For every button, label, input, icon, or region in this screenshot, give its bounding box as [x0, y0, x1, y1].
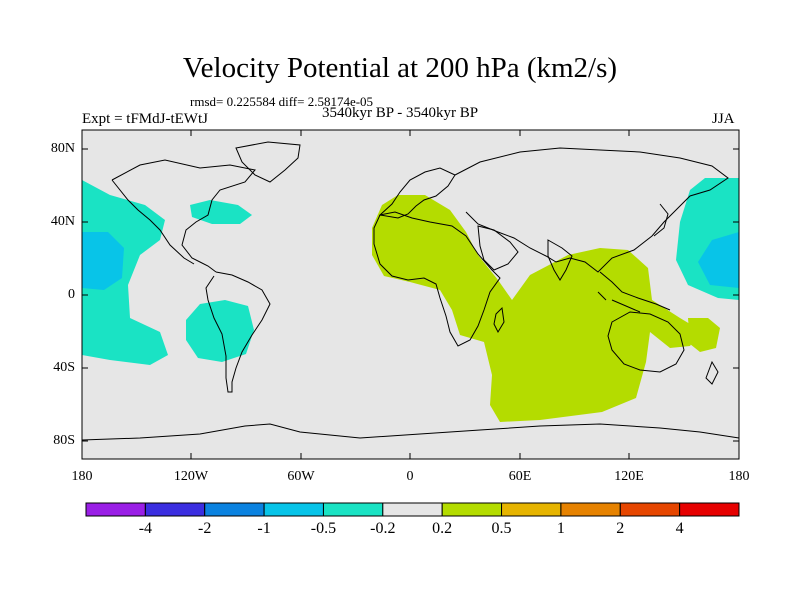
colorbar-label: -2 — [198, 520, 212, 537]
coast-antarctica — [81, 423, 740, 441]
colorbar-box — [679, 502, 740, 517]
colorbar-label: -4 — [138, 520, 153, 537]
lat-label: 40S — [53, 360, 75, 375]
lon-label: 120W — [173, 469, 209, 484]
lat-label: 80S — [53, 433, 75, 448]
coast-arabia — [477, 225, 519, 271]
lon-label: 180 — [728, 469, 750, 484]
coast-japan — [653, 203, 669, 237]
colorbar-label: -0.2 — [370, 520, 396, 537]
lat-label: 80N — [50, 141, 75, 156]
colorbar-label: 1 — [556, 520, 565, 537]
coast-new-zealand — [705, 360, 719, 385]
season-label: JJA — [712, 111, 735, 127]
coast-south-america — [205, 271, 271, 393]
coast-europe — [378, 167, 456, 219]
colorbar-box — [144, 502, 206, 517]
colorbar-label: 2 — [616, 520, 625, 537]
colorbar-label: 0.5 — [491, 520, 512, 537]
lon-label: 120E — [614, 469, 644, 484]
colorbar-box — [263, 502, 324, 517]
coast-madagascar — [493, 306, 505, 334]
colorbar-label: 0.2 — [432, 520, 453, 537]
coast-southeast-asia-islands — [597, 271, 671, 313]
coast-north-america — [111, 159, 256, 273]
negative-region-west-pacific — [82, 180, 168, 365]
colorbar-box — [441, 502, 503, 517]
strong-negative-core-east — [698, 232, 739, 288]
lon-label: 0 — [406, 469, 414, 484]
colorbar-box — [501, 502, 562, 517]
latitude-ticks — [82, 148, 739, 442]
colorbar-box — [382, 502, 443, 517]
experiment-label: Expt = tFMdJ-tEWtJ — [82, 111, 208, 127]
colorbar-label: -0.5 — [310, 520, 337, 537]
negative-region-north-atlantic — [190, 200, 252, 224]
coast-africa — [373, 211, 501, 347]
lat-label: 0 — [68, 287, 75, 302]
strong-negative-core-west — [82, 232, 124, 290]
lon-label: 60W — [287, 469, 315, 484]
coast-greenland — [235, 141, 301, 183]
coastlines — [81, 141, 740, 441]
colorbar-box — [204, 502, 265, 517]
colorbar-box — [322, 502, 384, 517]
positive-region-australia-east — [688, 318, 720, 352]
coast-india — [547, 239, 573, 281]
lat-label: 40N — [50, 214, 75, 229]
coast-asia — [454, 147, 729, 273]
positive-region-africa-indian-ocean — [372, 195, 700, 422]
chart-title: Velocity Potential at 200 hPa (km2/s) — [182, 52, 618, 84]
lon-label: 60E — [508, 469, 532, 484]
colorbar-box — [85, 502, 146, 517]
period-label: 3540kyr BP - 3540kyr BP — [322, 105, 479, 121]
colorbar — [85, 502, 740, 517]
stats-line: rmsd= 0.225584 diff= 2.58174e-05 — [190, 94, 374, 109]
colorbar-box — [560, 502, 621, 517]
lon-label: 180 — [71, 469, 93, 484]
longitude-ticks — [190, 130, 630, 459]
colorbar-box — [619, 502, 681, 517]
colorbar-label: 4 — [675, 520, 684, 537]
colorbar-label: -1 — [257, 520, 271, 537]
coast-australia — [607, 311, 685, 373]
